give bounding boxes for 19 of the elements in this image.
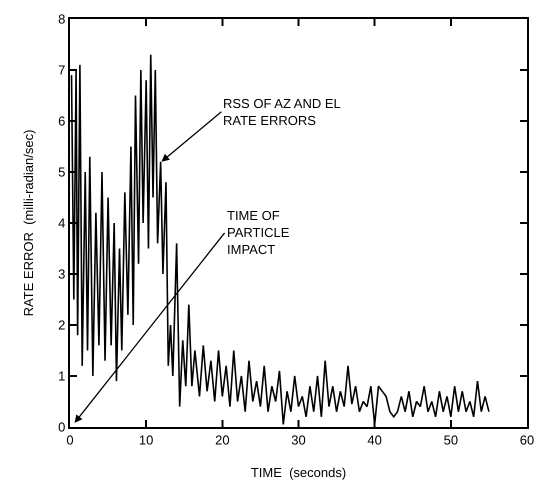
y-tick-label: 4 [58, 216, 66, 231]
annotation: RSS OF AZ AND EL RATE ERRORS [223, 96, 341, 128]
x-axis-title: TIME (seconds) [250, 465, 346, 480]
y-tick-label: 2 [58, 318, 66, 333]
x-tick-label: 30 [291, 432, 306, 448]
y-axis-title: RATE ERROR (milli-radian/sec) [21, 130, 36, 316]
y-tick-label: 0 [58, 420, 66, 435]
annotation: TIME OF PARTICLE IMPACT [227, 208, 290, 257]
y-tick-label: 7 [58, 62, 66, 78]
x-tick-label: 40 [367, 432, 382, 448]
y-tick-label: 3 [58, 266, 66, 282]
y-tick-label: 8 [58, 12, 66, 27]
x-tick-label: 50 [444, 432, 458, 448]
x-tick-label: 60 [520, 432, 534, 448]
y-tick-label: 5 [58, 164, 66, 180]
y-tick-label: 1 [58, 368, 66, 384]
y-tick-label: 6 [58, 114, 66, 129]
x-tick-label: 20 [215, 432, 230, 448]
x-tick-label: 10 [138, 432, 154, 448]
